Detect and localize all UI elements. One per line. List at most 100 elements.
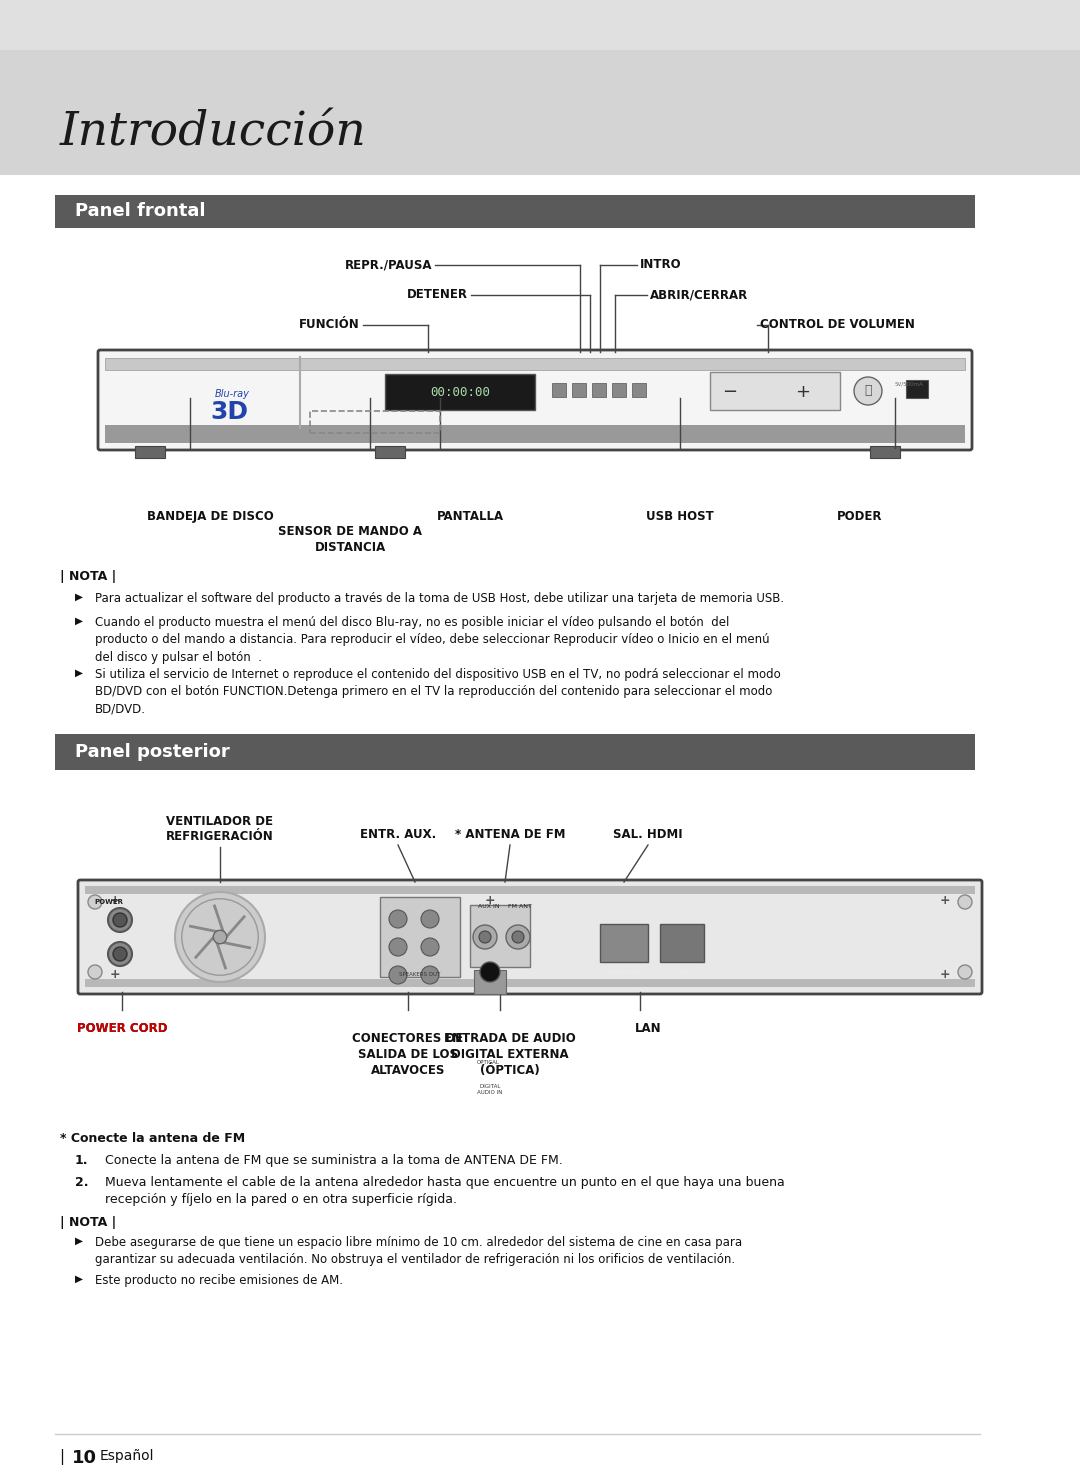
- Text: Este producto no recibe emisiones de AM.: Este producto no recibe emisiones de AM.: [95, 1273, 343, 1287]
- Text: LAN: LAN: [676, 970, 688, 975]
- Circle shape: [389, 966, 407, 984]
- Bar: [474, 970, 507, 994]
- Bar: [105, 358, 966, 370]
- Text: +: +: [110, 967, 120, 981]
- Circle shape: [421, 910, 438, 927]
- Text: USB HOST: USB HOST: [646, 510, 714, 524]
- Text: ▶: ▶: [75, 669, 83, 677]
- Circle shape: [507, 924, 530, 950]
- Bar: [135, 447, 165, 458]
- Text: +: +: [795, 383, 810, 401]
- Bar: [375, 447, 405, 458]
- Text: 1.: 1.: [75, 1154, 89, 1167]
- Text: Español: Español: [100, 1449, 154, 1463]
- Circle shape: [480, 930, 491, 944]
- Bar: [710, 373, 840, 410]
- Text: CONTROL DE VOLUMEN: CONTROL DE VOLUMEN: [760, 318, 915, 331]
- Circle shape: [958, 895, 972, 910]
- Bar: [0, 0, 1080, 50]
- Text: ▶: ▶: [75, 615, 83, 626]
- Text: +: +: [110, 893, 120, 907]
- Text: ENTR. AUX.: ENTR. AUX.: [360, 828, 436, 842]
- Circle shape: [421, 966, 438, 984]
- Text: ▶: ▶: [75, 1273, 83, 1284]
- Text: ⏻: ⏻: [864, 383, 872, 396]
- FancyBboxPatch shape: [78, 880, 982, 994]
- FancyBboxPatch shape: [98, 351, 972, 450]
- Text: SAL. HDMI: SAL. HDMI: [613, 828, 683, 842]
- Bar: [470, 905, 530, 967]
- Bar: [552, 383, 566, 396]
- Text: * ANTENA DE FM: * ANTENA DE FM: [455, 828, 565, 842]
- Text: HDMI OUT: HDMI OUT: [608, 970, 640, 975]
- Text: ▶: ▶: [75, 592, 83, 602]
- Text: REPR./PAUSA: REPR./PAUSA: [345, 259, 432, 272]
- Circle shape: [113, 947, 127, 961]
- Text: −: −: [723, 383, 738, 401]
- Text: * Conecte la antena de FM: * Conecte la antena de FM: [60, 1131, 245, 1145]
- Text: OPTICAL: OPTICAL: [476, 1060, 499, 1065]
- Text: Debe asegurarse de que tiene un espacio libre mínimo de 10 cm. alrededor del sis: Debe asegurarse de que tiene un espacio …: [95, 1236, 742, 1266]
- Text: SENSOR DE MANDO A
DISTANCIA: SENSOR DE MANDO A DISTANCIA: [278, 525, 422, 555]
- Text: INTRO: INTRO: [640, 259, 681, 272]
- Text: |: |: [60, 1449, 70, 1466]
- Circle shape: [87, 964, 102, 979]
- Bar: [600, 924, 648, 961]
- Text: FM ANT: FM ANT: [508, 904, 531, 908]
- Text: ▶: ▶: [75, 1236, 83, 1245]
- Text: | NOTA |: | NOTA |: [60, 569, 117, 583]
- Text: Panel posterior: Panel posterior: [75, 742, 230, 762]
- Circle shape: [108, 908, 132, 932]
- Text: +: +: [940, 893, 950, 907]
- Text: 5V/500mA: 5V/500mA: [895, 382, 923, 386]
- Text: Blu-ray: Blu-ray: [215, 389, 249, 399]
- Text: Mueva lentamente el cable de la antena alrededor hasta que encuentre un punto en: Mueva lentamente el cable de la antena a…: [105, 1176, 785, 1205]
- Circle shape: [512, 930, 524, 944]
- Text: 10: 10: [72, 1449, 97, 1467]
- Text: Para actualizar el software del producto a través de la toma de USB Host, debe u: Para actualizar el software del producto…: [95, 592, 784, 605]
- Text: 3D: 3D: [210, 399, 248, 424]
- Text: PODER: PODER: [837, 510, 882, 524]
- Circle shape: [480, 961, 500, 982]
- Text: ENTRADA DE AUDIO
DIGITAL EXTERNA
(ÓPTICA): ENTRADA DE AUDIO DIGITAL EXTERNA (ÓPTICA…: [444, 1032, 576, 1077]
- Text: PANTALLA: PANTALLA: [436, 510, 503, 524]
- Text: Cuando el producto muestra el menú del disco Blu-ray, no es posible iniciar el v: Cuando el producto muestra el menú del d…: [95, 615, 770, 664]
- Bar: [906, 380, 928, 398]
- Text: 2.: 2.: [75, 1176, 89, 1189]
- Text: 00:00:00: 00:00:00: [430, 386, 490, 398]
- Text: AUX IN: AUX IN: [478, 904, 500, 908]
- Bar: [380, 896, 460, 978]
- Bar: [85, 979, 975, 986]
- Bar: [310, 411, 440, 433]
- Bar: [592, 383, 606, 396]
- Text: +: +: [485, 893, 496, 907]
- Text: Conecte la antena de FM que se suministra a la toma de ANTENA DE FM.: Conecte la antena de FM que se suministr…: [105, 1154, 563, 1167]
- Text: DETENER: DETENER: [407, 288, 468, 302]
- Text: FUNCIÓN: FUNCIÓN: [299, 318, 360, 331]
- Bar: [660, 924, 704, 961]
- Bar: [55, 734, 975, 771]
- Circle shape: [87, 895, 102, 910]
- Text: | NOTA |: | NOTA |: [60, 1216, 117, 1229]
- Bar: [85, 886, 975, 893]
- Text: POWER: POWER: [95, 899, 123, 905]
- Bar: [105, 424, 966, 444]
- Text: +: +: [940, 967, 950, 981]
- Text: VENTILADOR DE
REFRIGERACIÓN: VENTILADOR DE REFRIGERACIÓN: [166, 815, 274, 843]
- Bar: [632, 383, 646, 396]
- Circle shape: [389, 910, 407, 927]
- Circle shape: [108, 942, 132, 966]
- Circle shape: [473, 924, 497, 950]
- Text: LAN: LAN: [635, 1022, 661, 1035]
- Text: POWER CORD: POWER CORD: [77, 1022, 167, 1035]
- Text: ABRIR/CERRAR: ABRIR/CERRAR: [650, 288, 748, 302]
- Text: Introducción: Introducción: [60, 109, 367, 155]
- Text: Panel frontal: Panel frontal: [75, 203, 205, 220]
- Bar: [612, 383, 626, 396]
- Text: CONECTORES DE
SALIDA DE LOS
ALTAVOCES: CONECTORES DE SALIDA DE LOS ALTAVOCES: [352, 1032, 463, 1077]
- Bar: [55, 195, 975, 228]
- Text: POWER CORD: POWER CORD: [77, 1022, 167, 1035]
- Circle shape: [389, 938, 407, 955]
- Circle shape: [213, 930, 227, 944]
- Text: SPEAKERS OUT: SPEAKERS OUT: [400, 972, 441, 978]
